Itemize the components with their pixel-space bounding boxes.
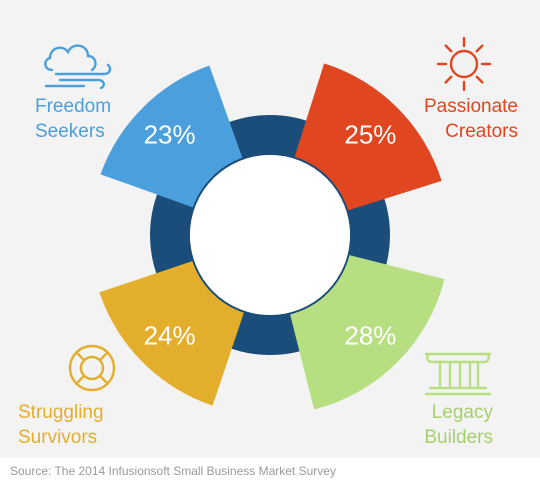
life-ring-icon [68,344,116,392]
label-struggling-survivors: Struggling Survivors [18,402,104,448]
label-passionate-creators: Passionate Creators [423,96,518,142]
base-ring [150,115,390,355]
wind-cloud-icon [44,44,112,90]
value-label-passionate-creators: 25% [344,120,396,150]
slice-legacy-builders [290,255,445,410]
source-note: Source: The 2014 Infusionsoft Small Busi… [10,464,336,478]
value-label-legacy-builders: 28% [344,320,396,350]
column-icon [424,352,492,396]
label-freedom-seekers: Freedom Seekers [35,96,112,142]
label-legacy-builders: Legacy Builders [424,402,493,448]
value-label-freedom-seekers: 23% [144,120,196,150]
slice-freedom-seekers [100,65,243,208]
slice-struggling-survivors [99,261,244,406]
donut-hole [190,155,350,315]
donut-chart: 23% 25% 28% 24% [44,36,492,410]
slice-passionate-creators [294,63,442,211]
value-label-struggling-survivors: 24% [144,320,196,350]
sun-icon [436,36,492,92]
